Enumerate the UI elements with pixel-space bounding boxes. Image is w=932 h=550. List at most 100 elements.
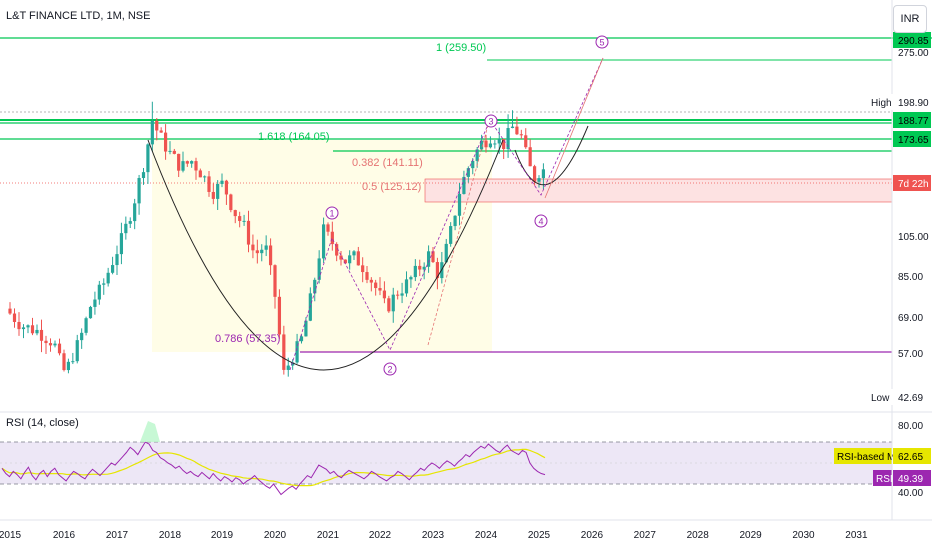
candle-body bbox=[190, 161, 194, 164]
rsi-ma-label: RSI-based MA bbox=[837, 452, 902, 463]
candle-body bbox=[378, 288, 382, 291]
candle-body bbox=[8, 308, 12, 314]
x-tick-2018: 2018 bbox=[159, 530, 182, 541]
wave-label-3: 3 bbox=[488, 117, 493, 127]
candle-body bbox=[426, 251, 431, 267]
candle-body bbox=[12, 313, 17, 322]
candle-body bbox=[510, 126, 515, 129]
countdown-value: 7d 22h bbox=[898, 179, 929, 190]
candle-body bbox=[369, 279, 373, 283]
candle-body bbox=[286, 365, 290, 370]
high_label-value: 198.90 bbox=[898, 98, 929, 109]
candle-body bbox=[391, 294, 395, 312]
candle-body bbox=[422, 266, 426, 270]
handle-arc bbox=[514, 125, 589, 186]
level_173-value: 173.65 bbox=[898, 135, 929, 146]
candle-body bbox=[382, 290, 387, 299]
rsi-value: 49.39 bbox=[898, 474, 923, 485]
candle-body bbox=[418, 265, 422, 270]
level_188-bg bbox=[893, 112, 931, 128]
low_label-label: Low bbox=[871, 393, 890, 404]
currency-button[interactable]: INR bbox=[893, 5, 927, 33]
y-tick-275.00: 275.00 bbox=[898, 48, 929, 59]
candle-body bbox=[71, 361, 75, 363]
candle-body bbox=[128, 221, 132, 224]
candle-body bbox=[502, 139, 506, 150]
candle-body bbox=[57, 343, 62, 354]
candle-body bbox=[304, 320, 308, 337]
candle-body bbox=[185, 161, 189, 164]
candle-body bbox=[35, 329, 39, 334]
candle-body bbox=[339, 255, 343, 260]
cup-arc bbox=[147, 139, 504, 371]
candle-body bbox=[431, 251, 435, 263]
countdown-bg bbox=[893, 175, 931, 191]
candle-body bbox=[238, 216, 242, 221]
fib-label-1: 1.618 (164.05) bbox=[258, 131, 330, 143]
x-tick-2024: 2024 bbox=[475, 530, 498, 541]
x-tick-2015: 2015 bbox=[0, 530, 22, 541]
candle-body bbox=[365, 272, 369, 280]
candle-body bbox=[17, 321, 21, 330]
x-tick-2021: 2021 bbox=[317, 530, 340, 541]
candle-body bbox=[163, 132, 168, 152]
candle-body bbox=[532, 166, 537, 182]
candle-body bbox=[207, 176, 211, 192]
low_label-bg bbox=[893, 389, 931, 405]
candle-body bbox=[295, 341, 299, 363]
candle-body bbox=[488, 143, 493, 148]
candle-body bbox=[39, 329, 44, 341]
x-tick-2019: 2019 bbox=[211, 530, 234, 541]
candle-body bbox=[84, 318, 88, 333]
candle-body bbox=[224, 180, 229, 195]
x-tick-2026: 2026 bbox=[581, 530, 604, 541]
candle-body bbox=[44, 340, 48, 344]
candle-body bbox=[291, 362, 295, 366]
wave-label-1: 1 bbox=[329, 209, 334, 219]
x-tick-2028: 2028 bbox=[687, 530, 710, 541]
rsi-title: RSI (14, close) bbox=[6, 417, 79, 429]
candle-body bbox=[233, 210, 237, 217]
candle-body bbox=[466, 168, 470, 177]
candle-body bbox=[229, 194, 233, 211]
x-tick-2020: 2020 bbox=[264, 530, 287, 541]
candle-body bbox=[66, 361, 71, 371]
candle-body bbox=[137, 178, 141, 204]
candle-body bbox=[506, 128, 510, 150]
candle-body bbox=[343, 259, 347, 264]
candle-body bbox=[400, 293, 404, 296]
candle-body bbox=[220, 180, 224, 184]
candle-body bbox=[110, 265, 115, 273]
candles-group bbox=[8, 101, 546, 377]
candle-body bbox=[435, 262, 440, 279]
candle-body bbox=[198, 170, 202, 178]
candle-body bbox=[387, 298, 391, 312]
candle-body bbox=[396, 294, 400, 296]
candle-body bbox=[528, 147, 532, 167]
candle-body bbox=[181, 161, 185, 171]
level_188-value: 188.77 bbox=[898, 116, 929, 127]
candle-body bbox=[97, 284, 101, 300]
candle-body bbox=[30, 325, 35, 334]
x-tick-2027: 2027 bbox=[634, 530, 657, 541]
candle-body bbox=[119, 233, 124, 255]
candle-body bbox=[313, 279, 317, 294]
candle-body bbox=[177, 153, 181, 171]
candle-body bbox=[299, 336, 304, 342]
x-tick-2017: 2017 bbox=[106, 530, 129, 541]
rsi-tick-80: 80.00 bbox=[898, 421, 923, 432]
x-tick-2025: 2025 bbox=[528, 530, 551, 541]
fib-label-2: 0.382 (141.11) bbox=[352, 157, 423, 169]
candle-body bbox=[260, 249, 264, 254]
candle-body bbox=[277, 296, 282, 335]
candle-body bbox=[26, 325, 30, 328]
wave-marker-3 bbox=[484, 114, 498, 128]
candle-body bbox=[172, 150, 176, 154]
candle-body bbox=[124, 223, 128, 234]
low_label-label-bg bbox=[868, 389, 893, 405]
candle-body bbox=[102, 283, 106, 285]
candle-body bbox=[48, 343, 53, 346]
candle-body bbox=[449, 226, 453, 244]
candle-body bbox=[537, 178, 541, 182]
